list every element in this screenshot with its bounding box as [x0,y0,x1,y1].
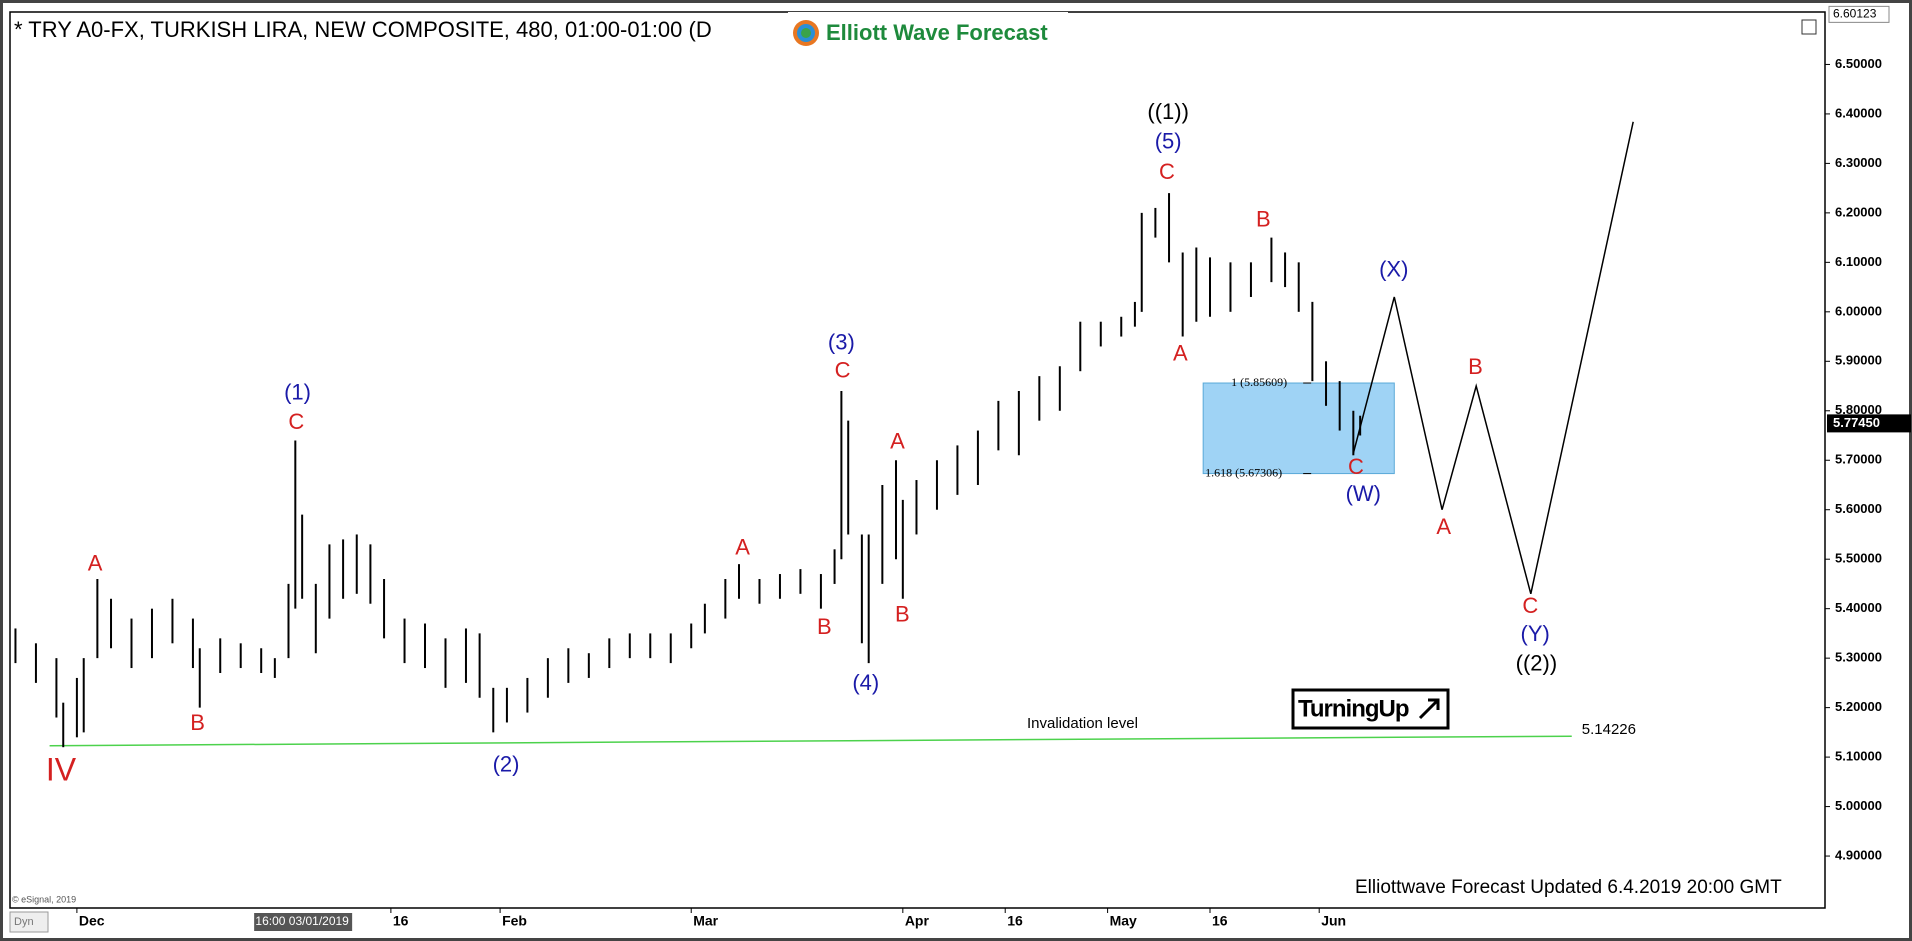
y-tick-label: 5.50000 [1835,551,1882,566]
axis-top-box [1828,5,1890,23]
badge-arrow [1418,698,1440,720]
wave-label: A [890,428,905,453]
invalidation-line [49,735,1572,747]
wave-label: C [288,409,304,434]
footer: Elliottwave Forecast Updated 6.4.2019 20… [1355,877,1782,898]
cursor-label: 16:00 03/01/2019 [255,914,349,928]
y-tick-label: 6.50000 [1835,56,1882,71]
x-tick-label: Jun [1321,913,1346,929]
wave-label: A [1173,341,1188,366]
wave-label: IV [46,751,77,787]
wave-label: (5) [1155,128,1182,153]
badge: TurningUp [1291,688,1450,730]
y-tick-label: 6.20000 [1835,204,1882,219]
chart-title: * TRY A0-FX, TURKISH LIRA, NEW COMPOSITE… [14,17,712,42]
fib-label: 1 (5.85609) [1231,375,1287,389]
wave-label: ((1)) [1147,99,1189,124]
wave-label: ((2)) [1516,650,1558,675]
y-tick-label: 5.40000 [1835,600,1882,615]
projection-line [1352,121,1634,595]
last-price-box [1827,414,1911,433]
wave-label: B [1256,207,1271,232]
wave-label: C [835,358,851,383]
logo-icon [801,28,811,38]
wave-label: (1) [284,380,311,405]
invalidation-label: Invalidation level [1027,715,1138,732]
x-tick-label: 16 [1007,913,1023,929]
invalidation-value: 5.14226 [1582,721,1636,738]
corner-label: Dyn [14,916,34,928]
y-tick-label: 5.20000 [1835,699,1882,714]
x-tick-label: 16 [393,913,409,929]
wave-label: A [1436,514,1451,539]
y-tick-label: 4.90000 [1835,847,1882,862]
y-tick-label: 5.00000 [1835,798,1882,813]
wave-label: (Y) [1521,621,1550,646]
wave-label: C [1348,454,1364,479]
x-tick-label: Mar [693,913,718,929]
logo: Elliott Wave Forecast [788,12,1068,52]
last-price-label: 5.77450 [1833,415,1880,430]
y-tick-label: 5.70000 [1835,452,1882,467]
wave-label: (4) [852,670,879,695]
x-tick-label: 16 [1212,913,1228,929]
y-tick-label: 6.30000 [1835,155,1882,170]
logo-bg [788,12,1068,52]
x-tick-label: Feb [502,913,527,929]
wave-label: B [190,710,205,735]
x-tick-label: Apr [905,913,930,929]
window-icon [1801,19,1817,35]
y-tick-label: 5.60000 [1835,501,1882,516]
wave-label: (X) [1379,257,1408,282]
wave-label: C [1522,593,1538,618]
wave-label: C [1159,159,1175,184]
axis-top-label: 6.60123 [1833,7,1877,21]
x-tick-label: May [1110,913,1137,929]
wave-label: B [895,602,910,627]
y-tick-label: 5.30000 [1835,650,1882,665]
wave-label: (W) [1346,481,1381,506]
cursor-box [254,913,353,931]
badge-text: TurningUp [1298,695,1409,722]
fib-label: 1.618 (5.67306) [1205,465,1282,479]
wave-label: B [1468,354,1483,379]
y-tick-label: 5.80000 [1835,402,1882,417]
fib-zone [1202,382,1395,475]
wave-label: (2) [493,752,520,777]
y-tick-label: 5.10000 [1835,749,1882,764]
corner-box [9,911,49,933]
y-tick-label: 6.10000 [1835,254,1882,269]
wave-label: A [735,535,750,560]
y-tick-label: 6.40000 [1835,105,1882,120]
logo-text: Elliott Wave Forecast [826,20,1048,45]
copyright: © eSignal, 2019 [12,894,76,904]
wave-label: A [88,550,103,575]
x-tick-label: Dec [79,913,105,929]
wave-label: (3) [828,330,855,355]
y-tick-label: 5.90000 [1835,353,1882,368]
badge-box [1291,688,1450,730]
y-tick-label: 6.00000 [1835,303,1882,318]
wave-label: B [817,614,832,639]
